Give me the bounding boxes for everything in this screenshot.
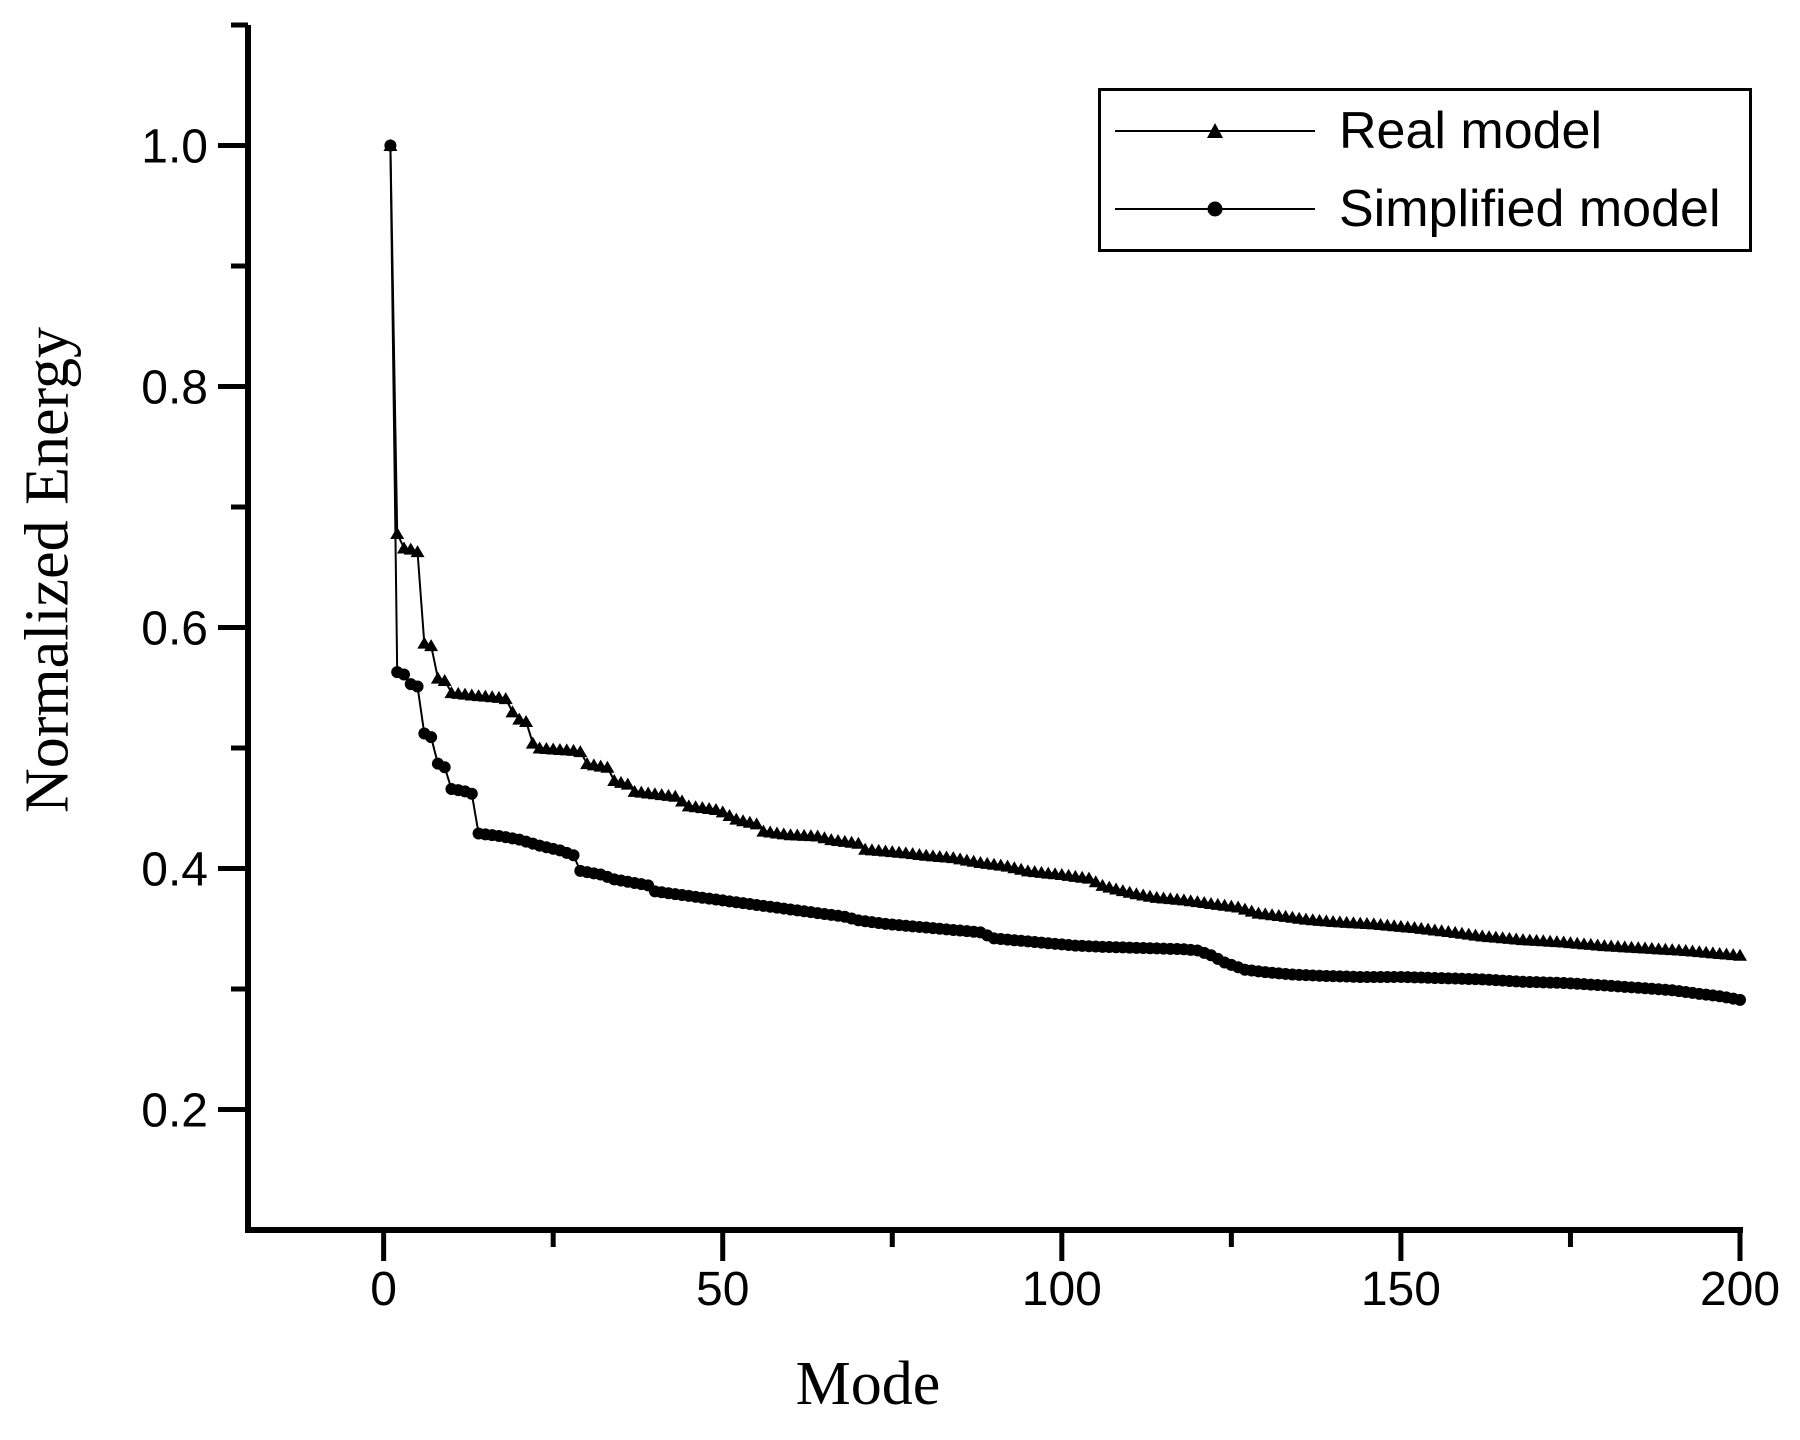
data-point-triangle	[722, 808, 737, 821]
series-real-model	[383, 139, 1747, 961]
data-point-triangle	[410, 545, 425, 558]
y-axis-title: Normalized Energy	[13, 326, 82, 814]
x-axis-title: Mode	[795, 1350, 941, 1418]
y-tick-label: 0.2	[141, 1085, 208, 1138]
x-tick-label: 150	[1361, 1263, 1441, 1316]
data-point-triangle	[620, 777, 635, 790]
data-point-circle	[567, 849, 580, 862]
data-point-triangle	[525, 736, 540, 749]
data-point-triangle	[519, 714, 534, 727]
data-point-circle	[425, 731, 438, 744]
data-point-triangle	[424, 639, 439, 652]
legend-label-real-model: Real model	[1339, 102, 1603, 160]
data-point-circle	[411, 680, 424, 693]
axis-ticks	[218, 22, 1743, 1261]
data-point-triangle	[1733, 948, 1747, 961]
x-tick-label: 50	[696, 1263, 749, 1316]
x-tick-label: 100	[1022, 1263, 1102, 1316]
legend-triangle-marker-icon	[1115, 123, 1315, 138]
data-point-circle	[1734, 993, 1746, 1006]
x-tick-label: 200	[1700, 1263, 1780, 1316]
data-point-triangle	[390, 527, 405, 540]
data-point-triangle	[1088, 875, 1103, 888]
data-point-triangle	[675, 794, 690, 807]
data-point-circle	[397, 668, 410, 681]
data-point-triangle	[1081, 871, 1096, 884]
axis-spines	[231, 22, 1743, 1261]
data-point-triangle	[498, 692, 513, 705]
legend-item-real-model: Real model	[1109, 92, 1749, 170]
y-tick-label: 0.4	[141, 844, 208, 897]
legend-item-simplified-model: Simplified model	[1109, 170, 1749, 248]
y-tick-label: 1.0	[141, 121, 208, 174]
data-point-triangle	[668, 789, 683, 802]
data-point-triangle	[851, 836, 866, 849]
data-point-triangle	[715, 805, 730, 818]
y-tick-label: 0.6	[141, 603, 208, 656]
x-tick-labels: 0 50 100 150 200	[370, 1263, 1780, 1316]
y-tick-label: 0.8	[141, 362, 208, 415]
data-point-circle	[384, 139, 397, 152]
x-tick-label: 0	[370, 1263, 397, 1316]
legend-circle-marker-icon	[1115, 201, 1315, 217]
legend: Real model Simplified model	[1098, 88, 1752, 252]
data-point-triangle	[505, 705, 520, 718]
series-simplified-model	[384, 139, 1746, 1006]
y-tick-labels: 0.2 0.4 0.6 0.8 1.0	[141, 121, 208, 1138]
data-point-circle	[465, 787, 478, 800]
legend-label-simplified-model: Simplified model	[1339, 180, 1721, 238]
data-point-triangle	[573, 745, 588, 758]
data-point-triangle	[749, 817, 764, 830]
data-point-triangle	[600, 760, 615, 773]
data-point-triangle	[437, 674, 452, 687]
data-point-circle	[438, 761, 451, 774]
